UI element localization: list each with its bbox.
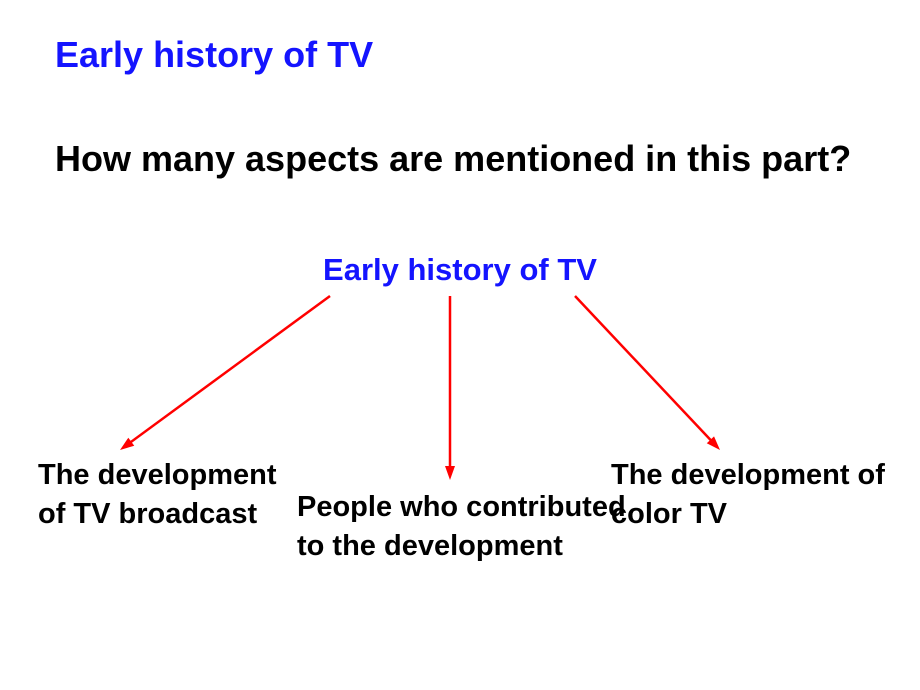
tree-leaf-right: The development of color TV	[611, 456, 911, 534]
tree-leaf-left: The development of TV broadcast	[38, 456, 298, 534]
slide-title: Early history of TV	[55, 34, 373, 76]
slide-question: How many aspects are mentioned in this p…	[55, 136, 855, 181]
tree-leaf-middle: People who contributed to the developmen…	[297, 488, 637, 566]
slide: Early history of TV How many aspects are…	[0, 0, 920, 690]
tree-root-label: Early history of TV	[0, 252, 920, 288]
tree-arrows	[0, 0, 920, 690]
